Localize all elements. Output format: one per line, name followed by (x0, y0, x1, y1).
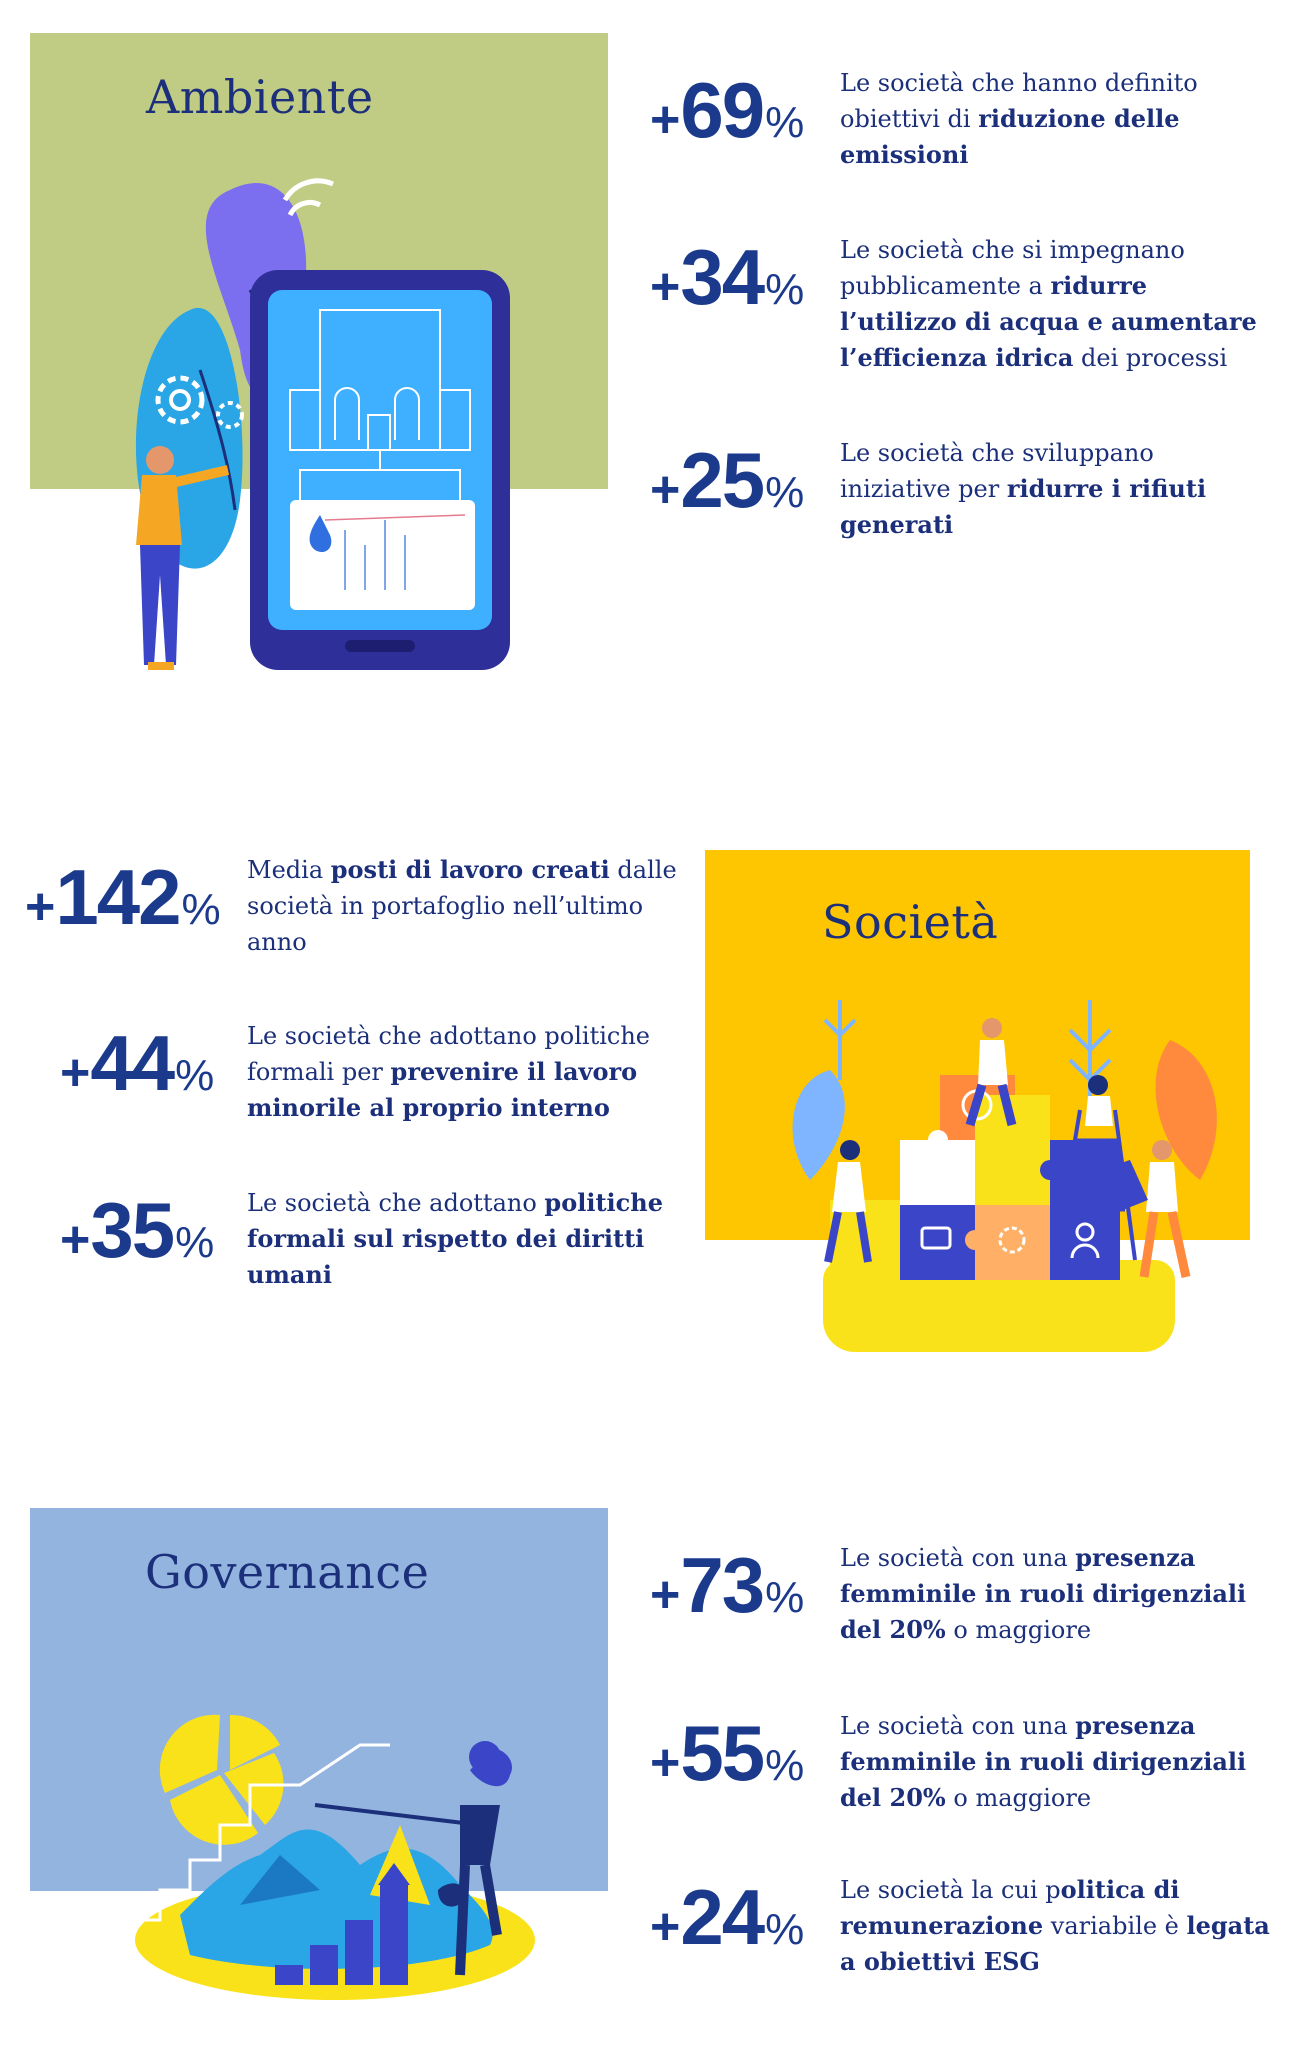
desc-text: Le società la cui p (840, 1876, 1061, 1904)
societa-stat-1-desc: Media posti di lavoro creati dalle socie… (247, 852, 677, 960)
desc-text: variabile è (1043, 1912, 1187, 1940)
desc-bold-text: ridurre i rifiuti generati (840, 474, 1207, 539)
desc-bold-text: presenza femminile in ruoli dirigenziali… (840, 1711, 1247, 1812)
societa-stat-1-number: +142% (25, 853, 221, 941)
desc-bold-text: legata a obiettivi ESG (840, 1911, 1270, 1976)
desc-bold-text: posti di lavoro creati (330, 855, 610, 884)
ambiente-stat-1-desc: Le società che hanno definito obiettivi … (840, 65, 1270, 173)
desc-text: dalle società in portafoglio nell’ultimo… (247, 856, 677, 956)
governance-stat-1-number: +73% (650, 1541, 805, 1629)
societa-stat-3-desc: Le società che adottano politiche formal… (247, 1185, 677, 1293)
governance-stat-2-desc: Le società con una presenza femminile in… (840, 1708, 1270, 1816)
governance-stat-3-desc: Le società la cui politica di remunerazi… (840, 1872, 1270, 1980)
desc-text: Le società che adottano (247, 1189, 545, 1217)
puzzle-teamwork-illustration-icon (792, 1000, 1217, 1352)
societa-stat-2-number: +44% (60, 1019, 215, 1107)
desc-bold-text: prevenire il lavoro minorile al proprio … (247, 1057, 638, 1122)
societa-stat-1: +142% Media posti di lavoro creati dalle… (25, 852, 685, 960)
desc-bold-text: politiche formali sul rispetto dei dirit… (247, 1188, 663, 1289)
governance-stat-2: +55% Le società con una presenza femmini… (650, 1708, 1270, 1816)
pie-chart-growth-illustration-icon (128, 1714, 535, 2000)
desc-text: Le società che sviluppano iniziative per (840, 439, 1154, 503)
desc-bold-text: olitica di remunerazione (840, 1875, 1180, 1940)
ambiente-stat-1: +69% Le società che hanno definito obiet… (650, 65, 1270, 173)
societa-title: Società (822, 895, 999, 949)
desc-text: Media (247, 856, 331, 884)
governance-stat-1-desc: Le società con una presenza femminile in… (840, 1540, 1270, 1648)
desc-bold-text: riduzione delle emissioni (840, 104, 1180, 169)
governance-stat-2-number: +55% (650, 1709, 805, 1797)
desc-text: dei processi (1073, 344, 1228, 372)
desc-text: o maggiore (945, 1616, 1092, 1644)
governance-stat-3-number: +24% (650, 1873, 805, 1961)
societa-stat-3-number: +35% (60, 1186, 215, 1274)
ambiente-stat-3: +25% Le società che sviluppano iniziativ… (650, 435, 1270, 543)
desc-text: Le società che adottano politiche formal… (247, 1022, 651, 1086)
governance-stat-1: +73% Le società con una presenza femmini… (650, 1540, 1270, 1648)
governance-panel (30, 1508, 608, 1891)
governance-stat-3: +24% Le società la cui politica di remun… (650, 1872, 1270, 1980)
governance-title: Governance (145, 1545, 430, 1599)
ambiente-stat-2-desc: Le società che si impegnano pubblicament… (840, 232, 1270, 376)
smartphone-water-illustration-icon (135, 178, 510, 670)
desc-bold-text: ridurre l’utilizzo di acqua e aumentare … (840, 271, 1257, 372)
desc-text: Le società con una (840, 1712, 1076, 1740)
ambiente-stat-1-number: +69% (650, 66, 805, 154)
desc-bold-text: presenza femminile in ruoli dirigenziali… (840, 1543, 1247, 1644)
ambiente-stat-3-desc: Le società che sviluppano iniziative per… (840, 435, 1270, 543)
ambiente-stat-3-number: +25% (650, 436, 805, 524)
societa-stat-3: +35% Le società che adottano politiche f… (60, 1185, 685, 1293)
societa-stat-2: +44% Le società che adottano politiche f… (60, 1018, 685, 1126)
ambiente-title: Ambiente (146, 70, 374, 124)
societa-stat-2-desc: Le società che adottano politiche formal… (247, 1018, 677, 1126)
ambiente-stat-2: +34% Le società che si impegnano pubblic… (650, 232, 1270, 376)
desc-text: o maggiore (945, 1784, 1092, 1812)
desc-text: Le società con una (840, 1544, 1076, 1572)
desc-text: Le società che si impegnano pubblicament… (840, 236, 1185, 300)
desc-text: Le società che hanno definito obiettivi … (840, 69, 1198, 133)
ambiente-stat-2-number: +34% (650, 233, 805, 321)
